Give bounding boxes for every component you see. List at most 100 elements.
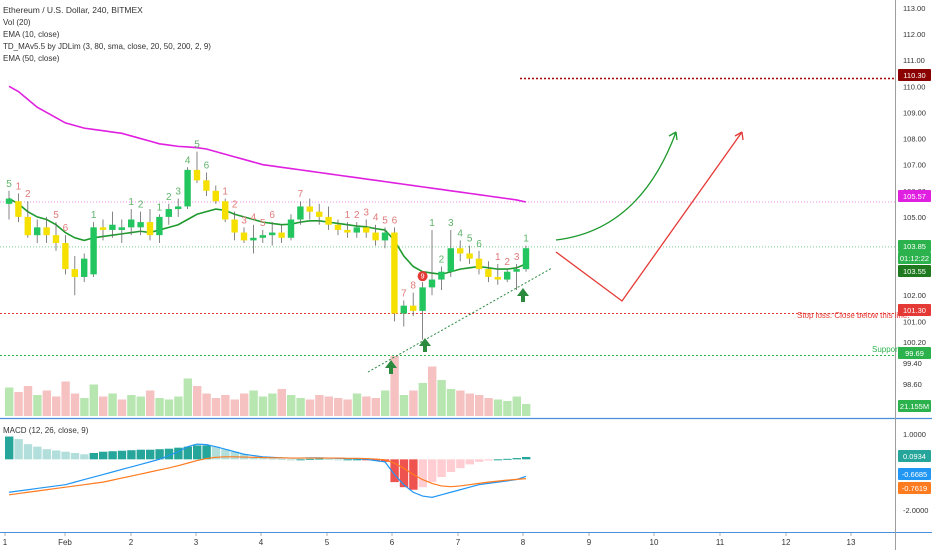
td-count-label: 1 bbox=[128, 197, 134, 208]
td-count-label: 6 bbox=[392, 215, 398, 226]
macd-histogram-bar bbox=[381, 459, 390, 462]
td-count-label: 2 bbox=[25, 189, 31, 200]
td-count-label: 6 bbox=[204, 161, 210, 172]
macd-histogram-bar bbox=[249, 456, 258, 460]
candle-body bbox=[372, 232, 379, 241]
candle-body bbox=[316, 211, 323, 217]
volume-bar bbox=[268, 393, 277, 416]
macd-histogram-bar bbox=[155, 449, 164, 460]
volume-bar bbox=[343, 399, 352, 416]
candle-body bbox=[128, 219, 135, 228]
macd-histogram-bar bbox=[5, 436, 14, 460]
volume-bar bbox=[249, 390, 258, 416]
arrow-up-icon bbox=[517, 288, 529, 302]
td-count-label: 5 bbox=[53, 210, 59, 221]
volume-bar bbox=[108, 393, 117, 416]
candle-body bbox=[447, 248, 454, 272]
time-axis-label: 7 bbox=[456, 538, 461, 547]
macd-histogram-bar bbox=[127, 450, 136, 460]
volume-bar bbox=[493, 399, 503, 416]
price-tick-label: 100.20 bbox=[903, 338, 926, 347]
macd-histogram-bar bbox=[99, 451, 108, 460]
macd-tick-label: 1.0000 bbox=[903, 430, 926, 439]
macd-histogram-bar bbox=[146, 449, 155, 460]
macd-histogram-bar bbox=[305, 458, 315, 460]
candle-body bbox=[259, 235, 266, 238]
volume-bar bbox=[155, 398, 164, 416]
volume-bar bbox=[512, 396, 521, 416]
price-badge bbox=[898, 400, 931, 412]
volume-bar bbox=[352, 393, 362, 416]
candle-body bbox=[90, 227, 97, 275]
price-badge bbox=[898, 265, 931, 277]
volume-bar bbox=[456, 390, 465, 416]
macd-histogram-bar bbox=[258, 458, 268, 460]
legend-vol[interactable]: Vol (20) bbox=[3, 18, 31, 27]
volume-bar bbox=[164, 399, 174, 416]
arrowhead-icon bbox=[734, 131, 744, 141]
arrowhead-icon bbox=[668, 131, 678, 141]
candle-body bbox=[391, 232, 398, 314]
legend-ema10[interactable]: EMA (10, close) bbox=[3, 30, 60, 39]
time-axis-label: 8 bbox=[521, 538, 526, 547]
candle-body bbox=[410, 305, 417, 311]
candle-body bbox=[146, 222, 154, 236]
macd-histogram-bar bbox=[343, 459, 352, 461]
arrow-up-icon bbox=[419, 338, 431, 352]
macd-histogram-bar bbox=[465, 459, 474, 465]
macd-histogram-bar bbox=[315, 458, 324, 460]
macd-histogram-bar bbox=[475, 459, 484, 462]
candle-body bbox=[24, 216, 31, 236]
macd-histogram-bar bbox=[80, 454, 89, 460]
legend-macd[interactable]: MACD (12, 26, close, 9) bbox=[3, 426, 89, 435]
macd-badge-label: -0.7619 bbox=[902, 484, 927, 493]
volume-bar bbox=[240, 393, 249, 416]
td-count-label: 3 bbox=[448, 218, 454, 229]
candle-body bbox=[62, 243, 69, 270]
macd-histogram-bar bbox=[371, 459, 380, 461]
candle-body bbox=[222, 201, 229, 220]
price-tick-label: 111.00 bbox=[903, 56, 925, 65]
bullish-projection bbox=[555, 131, 677, 241]
volume-bar bbox=[80, 398, 89, 416]
macd-histogram-bar bbox=[89, 453, 98, 460]
td-count-label: 2 bbox=[439, 255, 445, 266]
legend-ema50[interactable]: EMA (50, close) bbox=[3, 54, 60, 63]
price-badge bbox=[898, 190, 931, 202]
volume-bar bbox=[503, 401, 512, 416]
price-tick-label: 101.00 bbox=[903, 317, 926, 326]
volume-bar bbox=[136, 396, 145, 416]
volume-bar bbox=[381, 390, 390, 416]
candle-body bbox=[334, 224, 342, 230]
td-count-label: 4 bbox=[251, 213, 257, 224]
macd-histogram-bar bbox=[14, 439, 23, 460]
price-tick-label: 113.00 bbox=[903, 4, 925, 13]
td-count-label: 6 bbox=[476, 239, 482, 250]
macd-histogram-bar bbox=[33, 446, 42, 460]
legend-td[interactable]: TD_MAv5.5 by JDLim (3, 80, sma, close, 2… bbox=[3, 42, 211, 51]
volume-bar bbox=[33, 395, 42, 416]
volume-bar bbox=[52, 396, 61, 416]
macd-histogram-bar bbox=[23, 444, 33, 460]
volume-bar bbox=[202, 393, 211, 416]
volume-bar bbox=[287, 395, 296, 416]
signal-line bbox=[8, 456, 527, 496]
price-tick-label: 99.40 bbox=[903, 359, 922, 368]
volume-bar bbox=[117, 399, 127, 416]
candle-body bbox=[71, 269, 78, 277]
macd-histogram-bar bbox=[202, 445, 211, 460]
candle-body bbox=[381, 232, 389, 241]
td-count-label: 2 bbox=[354, 210, 360, 221]
macd-histogram-bar bbox=[70, 453, 80, 460]
candle-body bbox=[522, 248, 530, 270]
volume-bar bbox=[428, 366, 437, 416]
candle-body bbox=[52, 235, 60, 243]
volume-bar bbox=[146, 390, 155, 416]
volume-bar bbox=[315, 395, 324, 416]
time-axis-label: 11 bbox=[716, 538, 725, 547]
macd-histogram-bar bbox=[446, 459, 456, 472]
candle-body bbox=[297, 206, 304, 220]
macd-histogram-bar bbox=[277, 458, 286, 460]
price-badge bbox=[898, 252, 931, 264]
